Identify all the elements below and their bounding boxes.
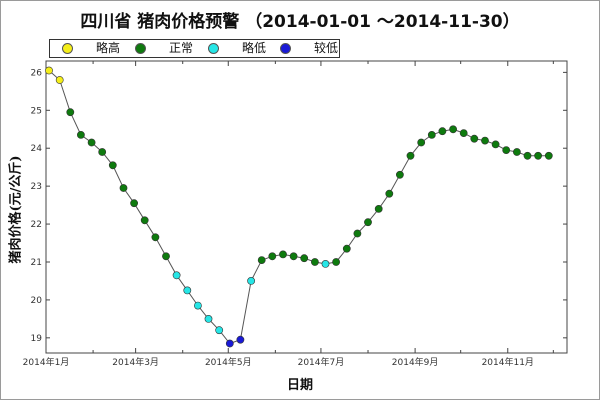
data-point (151, 233, 160, 242)
legend: 略高 正常 略低 较低 (49, 39, 340, 58)
data-point (45, 66, 53, 75)
data-point (204, 314, 213, 323)
x-axis-label: 日期 (286, 378, 313, 393)
y-tick-label: 20 (31, 296, 43, 306)
data-point (374, 204, 383, 213)
y-tick-label: 25 (31, 106, 42, 116)
data-point (395, 170, 404, 179)
x-tick-label: 2014年3月 (112, 356, 159, 368)
data-point (459, 129, 468, 137)
data-point (427, 130, 436, 139)
legend-marker-very-low (280, 43, 291, 54)
data-point (162, 252, 170, 261)
data-point (310, 258, 319, 266)
data-point (108, 161, 117, 170)
y-tick-label: 22 (31, 220, 42, 230)
data-point (172, 271, 181, 280)
y-tick-label: 19 (31, 334, 43, 344)
data-point (66, 108, 75, 117)
data-point (300, 254, 309, 263)
data-point (87, 138, 96, 147)
data-point (193, 301, 202, 310)
y-tick-label: 24 (31, 144, 43, 154)
chart-title: 四川省 猪肉价格预警 （2014-01-01 ～2014-11-30） (80, 12, 520, 32)
y-tick-label: 26 (31, 68, 43, 78)
y-tick-label: 21 (31, 258, 42, 268)
legend-label-high: 略高 (96, 41, 121, 55)
data-point (470, 134, 479, 143)
data-point (77, 130, 85, 139)
legend-label-very-low: 较低 (314, 41, 339, 55)
data-point (449, 125, 457, 134)
x-tick-label: 2014年5月 (205, 356, 252, 368)
data-point (342, 244, 351, 253)
data-point (406, 151, 415, 160)
data-point (55, 76, 64, 84)
data-point (438, 127, 447, 136)
y-axis-label: 猪肉价格(元/公斤) (8, 155, 24, 264)
x-tick-label: 2014年11月 (482, 356, 534, 368)
data-point (364, 218, 372, 227)
data-point (481, 136, 489, 145)
legend-label-normal: 正常 (169, 41, 194, 55)
data-point (502, 146, 511, 154)
data-point (321, 259, 330, 268)
plot-border (45, 60, 568, 354)
x-tick-label: 2014年1月 (23, 356, 70, 368)
data-point (289, 252, 298, 261)
legend-marker-high (62, 43, 73, 54)
data-point (353, 229, 362, 238)
data-point (417, 138, 426, 147)
y-tick-label: 23 (31, 182, 42, 192)
data-points (45, 66, 553, 348)
data-point (183, 286, 192, 295)
data-point (385, 189, 394, 198)
y-axis: 19 20 21 22 23 24 25 26 (31, 68, 567, 344)
data-point (236, 335, 245, 344)
data-point (257, 256, 266, 264)
data-point (268, 252, 277, 261)
data-point (225, 339, 234, 348)
data-point (513, 148, 521, 156)
data-point (491, 140, 500, 149)
data-point (534, 151, 542, 160)
x-tick-label: 2014年7月 (298, 356, 345, 368)
data-point (119, 184, 128, 192)
price-line (48, 70, 549, 345)
data-point (215, 326, 224, 335)
data-point (279, 250, 287, 259)
data-point (544, 151, 553, 160)
legend-marker-normal (135, 43, 146, 54)
legend-marker-low (208, 43, 219, 54)
data-point (130, 199, 138, 208)
x-axis: 2014年1月 2014年3月 2014年5月 2014年7月 2014年9月 2014年… (23, 61, 554, 368)
data-point (140, 216, 149, 225)
legend-label-low: 略低 (242, 41, 267, 55)
x-tick-label: 2014年9月 (392, 356, 439, 368)
data-point (247, 276, 255, 285)
data-point (98, 148, 107, 156)
data-point (332, 258, 340, 266)
data-point (523, 151, 532, 160)
